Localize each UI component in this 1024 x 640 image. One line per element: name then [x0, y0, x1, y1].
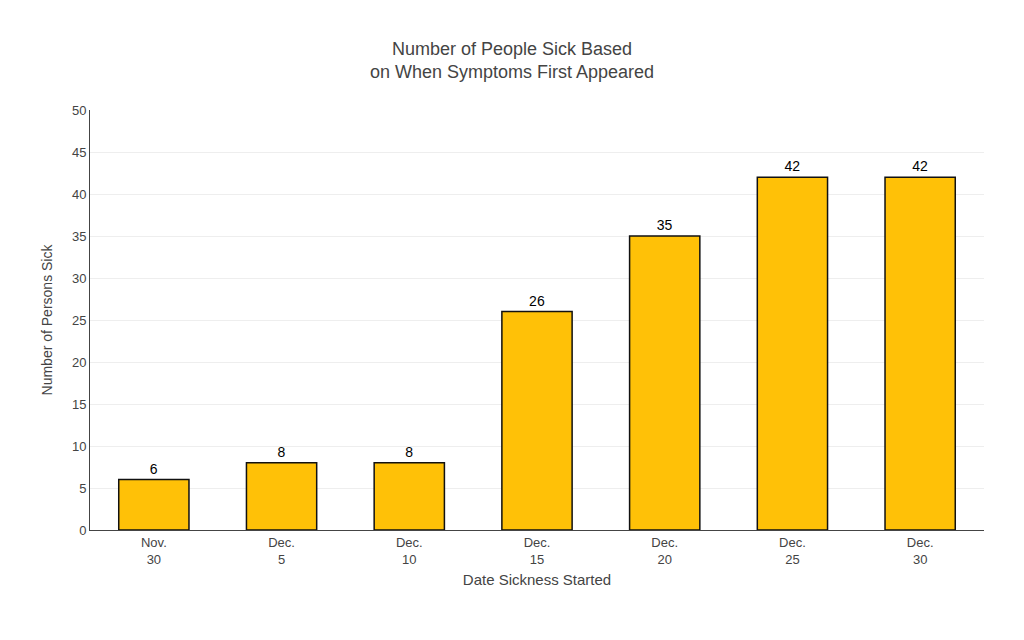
svg-text:Dec.5: Dec.5 [268, 535, 295, 567]
svg-text:Dec.30: Dec.30 [907, 535, 934, 567]
svg-text:35: 35 [72, 229, 86, 244]
svg-text:40: 40 [72, 187, 86, 202]
svg-text:Dec.10: Dec.10 [396, 535, 423, 567]
svg-text:Dec.15: Dec.15 [524, 535, 551, 567]
svg-text:Number of People Sick Basedon: Number of People Sick Basedon When Sympt… [370, 39, 654, 82]
svg-text:8: 8 [405, 444, 413, 460]
svg-text:42: 42 [785, 158, 801, 174]
svg-text:42: 42 [912, 158, 928, 174]
svg-text:0: 0 [79, 523, 86, 538]
svg-text:8: 8 [278, 444, 286, 460]
svg-text:45: 45 [72, 145, 86, 160]
svg-text:30: 30 [72, 271, 86, 286]
svg-text:Dec.20: Dec.20 [651, 535, 678, 567]
svg-text:20: 20 [72, 355, 86, 370]
svg-text:10: 10 [72, 439, 86, 454]
svg-text:Number of Persons Sick: Number of Persons Sick [39, 244, 55, 396]
svg-text:35: 35 [657, 217, 673, 233]
svg-text:Date Sickness Started: Date Sickness Started [463, 571, 611, 588]
svg-text:5: 5 [79, 481, 86, 496]
svg-text:Nov.30: Nov.30 [141, 535, 167, 567]
svg-text:26: 26 [529, 293, 545, 309]
svg-text:Dec.25: Dec.25 [779, 535, 806, 567]
svg-text:25: 25 [72, 313, 86, 328]
svg-text:6: 6 [150, 461, 158, 477]
svg-text:50: 50 [72, 103, 86, 118]
svg-text:15: 15 [72, 397, 86, 412]
